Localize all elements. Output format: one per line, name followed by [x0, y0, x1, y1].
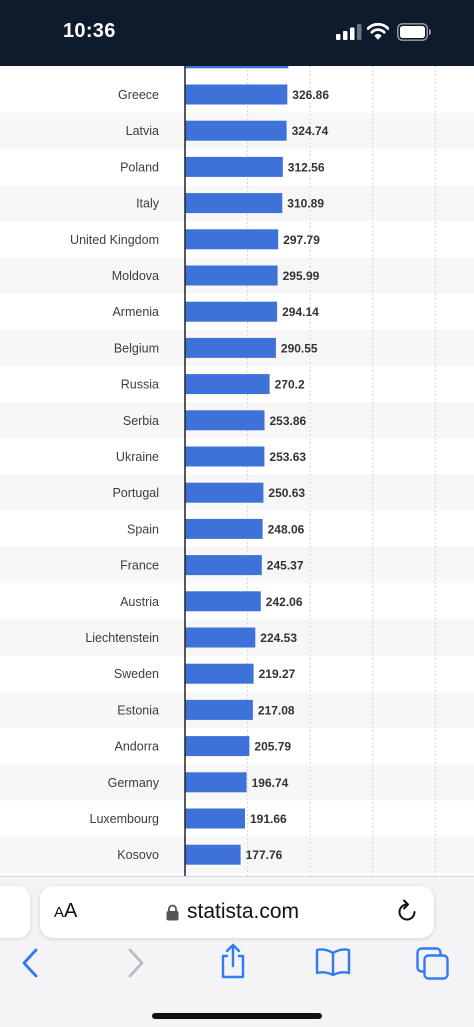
bar-kosovo — [185, 844, 241, 865]
share-icon[interactable] — [218, 943, 248, 979]
address-bar[interactable]: AA statista.com — [40, 886, 434, 938]
category-label: Serbia — [123, 414, 159, 428]
bar-greece — [185, 84, 288, 105]
value-label: 245.37 — [267, 559, 304, 573]
value-label: 205.79 — [254, 740, 291, 754]
category-label: Russia — [121, 378, 159, 392]
category-label: Spain — [127, 522, 159, 536]
value-label: 270.2 — [275, 378, 305, 392]
category-label: Sweden — [114, 667, 159, 681]
status-time: 10:36 — [63, 20, 116, 42]
category-label: Italy — [136, 197, 160, 211]
category-label: Armenia — [112, 305, 159, 319]
category-label: Austria — [120, 595, 159, 609]
value-label: 312.56 — [288, 160, 325, 174]
url-text: statista.com — [187, 900, 300, 923]
battery-icon — [397, 23, 431, 41]
category-label: United Kingdom — [70, 233, 159, 247]
chart-canvas: Greece 326.86 Latvia 324.74 Poland 312.56 Ital… — [0, 66, 474, 876]
value-label: 250.63 — [268, 486, 305, 500]
value-label: 310.89 — [287, 197, 324, 211]
category-label: Andorra — [115, 740, 160, 754]
value-label: 253.86 — [270, 414, 307, 428]
bar-serbia — [185, 410, 265, 431]
value-label: 217.08 — [258, 703, 295, 717]
bar-portugal — [185, 482, 264, 503]
value-label: 191.66 — [250, 812, 287, 826]
category-label: Luxembourg — [90, 812, 160, 826]
bar-spain — [185, 518, 263, 539]
bar-united-kingdom — [185, 229, 279, 250]
chevron-left-icon[interactable] — [20, 947, 42, 979]
value-label: 196.74 — [252, 776, 289, 790]
reload-icon[interactable] — [395, 899, 419, 925]
value-label: 242.06 — [266, 595, 303, 609]
value-label: 294.14 — [282, 305, 319, 319]
text-size-button[interactable]: AA — [54, 900, 78, 922]
bar-ukraine — [185, 446, 265, 467]
bar-andorra — [185, 736, 250, 757]
value-label: 177.76 — [246, 848, 283, 862]
value-label: 326.86 — [292, 88, 329, 102]
open-book-icon[interactable] — [315, 947, 351, 977]
category-label: Portugal — [112, 486, 159, 500]
home-indicator — [152, 1013, 322, 1019]
bar-poland — [185, 156, 283, 177]
bar-belgium — [185, 337, 276, 358]
bar-austria — [185, 591, 261, 612]
category-label: Kosovo — [117, 848, 159, 862]
bar-liechtenstein — [185, 627, 256, 648]
bar-moldova — [185, 265, 278, 286]
category-label: Moldova — [112, 269, 159, 283]
category-label: Estonia — [117, 703, 159, 717]
value-label: 248.06 — [268, 522, 305, 536]
tabs-icon[interactable] — [416, 947, 450, 981]
value-label: 295.99 — [283, 269, 320, 283]
category-label: Belgium — [114, 341, 159, 355]
bar-armenia — [185, 301, 278, 322]
lock-icon — [166, 904, 179, 920]
previous-tab-preview[interactable] — [0, 886, 30, 938]
category-label: Ukraine — [116, 450, 159, 464]
bar-russia — [185, 374, 270, 395]
bar-estonia — [185, 699, 253, 720]
bar-latvia — [185, 120, 287, 141]
value-label: 297.79 — [283, 233, 320, 247]
cellular-signal-icon — [336, 24, 362, 40]
bar-sweden — [185, 663, 254, 684]
chevron-right-icon[interactable] — [124, 947, 146, 979]
category-label: France — [120, 559, 159, 573]
category-label: Latvia — [126, 124, 159, 138]
status-bar: 10:36 — [0, 0, 474, 66]
value-label: 224.53 — [260, 631, 297, 645]
category-label: Germany — [108, 776, 160, 790]
bar-luxembourg — [185, 808, 245, 829]
bar-chart: Greece 326.86 Latvia 324.74 Poland 312.56 Ital… — [0, 66, 474, 876]
browser-bottom-bar: AA statista.com — [0, 876, 474, 1027]
value-label: 290.55 — [281, 341, 318, 355]
url-display[interactable]: statista.com — [166, 898, 299, 926]
value-label: 219.27 — [259, 667, 296, 681]
wifi-icon — [367, 22, 389, 40]
category-label: Poland — [120, 160, 159, 174]
bar-italy — [185, 193, 283, 214]
category-label: Liechtenstein — [85, 631, 159, 645]
category-label: Greece — [118, 88, 159, 102]
bar-germany — [185, 772, 247, 793]
browser-toolbar — [0, 943, 474, 987]
bar-france — [185, 555, 262, 576]
partial-bar — [185, 66, 289, 69]
value-label: 253.63 — [269, 450, 306, 464]
value-label: 324.74 — [292, 124, 329, 138]
